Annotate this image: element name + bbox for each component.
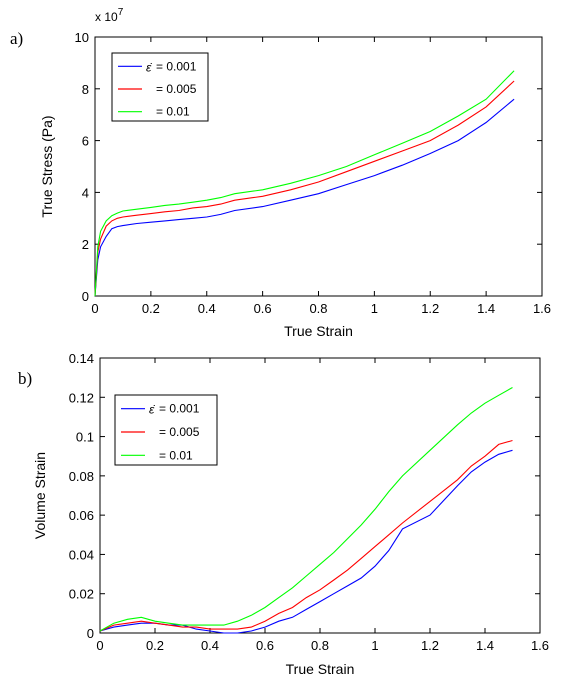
legend-strain-rate-symbol: ε̇ (149, 403, 155, 417)
y-exponent-power: 7 (118, 7, 124, 18)
y-axis-label: True Stress (Pa) (39, 115, 55, 217)
x-axis-label: True Strain (284, 323, 353, 339)
x-tick-label: 0.2 (146, 638, 164, 653)
legend-box (114, 394, 218, 466)
x-tick-label: 0.6 (254, 301, 272, 316)
x-tick-label: 1 (371, 301, 378, 316)
y-axis-label: Volume Strain (32, 452, 48, 539)
y-exponent-base: x 10 (95, 10, 118, 24)
x-tick-label: 0.8 (311, 638, 329, 653)
y-tick-label: 0.12 (69, 390, 94, 405)
x-tick-label: 1.4 (476, 638, 494, 653)
y-tick-label: 2 (82, 237, 89, 252)
x-tick-label: 1.2 (421, 301, 439, 316)
legend-entry-label: = 0.01 (156, 105, 190, 119)
legend-entry-label: = 0.001 (156, 59, 197, 73)
x-tick-label: 1.2 (421, 638, 439, 653)
x-tick-label: 0.4 (198, 301, 216, 316)
x-tick-label: 1.6 (533, 301, 551, 316)
x-tick-label: 0.4 (201, 638, 219, 653)
y-tick-label: 4 (82, 185, 89, 200)
x-tick-label: 0 (91, 301, 98, 316)
panel-label: a) (10, 29, 23, 48)
series-line-3 (94, 70, 515, 297)
series-line-1 (94, 98, 515, 297)
y-tick-label: 8 (82, 82, 89, 97)
x-tick-label: 0.6 (256, 638, 274, 653)
legend-entry-label: = 0.001 (159, 402, 200, 416)
legend-box (111, 52, 209, 122)
x-tick-label: 1.4 (477, 301, 495, 316)
legend-entry-label: = 0.005 (159, 425, 200, 439)
y-tick-label: 0 (82, 289, 89, 304)
x-tick-label: 0.8 (309, 301, 327, 316)
panel-label: b) (18, 369, 32, 388)
series-line-2 (94, 80, 515, 297)
y-tick-label: 10 (75, 30, 89, 45)
x-tick-label: 0 (96, 638, 103, 653)
x-tick-label: 1.6 (531, 638, 549, 653)
legend-entry-label: = 0.01 (159, 448, 193, 462)
y-tick-label: 0.02 (69, 587, 94, 602)
x-axis-label: True Strain (286, 661, 355, 677)
series-line-3 (99, 387, 513, 632)
y-tick-label: 6 (82, 134, 89, 149)
y-tick-label: 0.14 (69, 351, 94, 366)
legend-strain-rate-symbol: ε̇ (146, 60, 152, 74)
y-tick-label: 0.1 (76, 430, 94, 445)
y-tick-label: 0.04 (69, 547, 94, 562)
y-tick-label: 0.08 (69, 469, 94, 484)
legend-entry-label: = 0.005 (156, 82, 197, 96)
chart-panel-b: b) 0 0.2 0.4 0.6 0.8 1 1.2 1.4 1.6 0 0.02 0.04 0.06 0.… (18, 351, 549, 677)
y-exponent-label: x 107 (95, 7, 124, 24)
x-tick-label: 1 (371, 638, 378, 653)
y-tick-label: 0.06 (69, 508, 94, 523)
chart-panel-a: a) 0 0.2 0.4 0.6 0.8 1 1.2 1.4 1.6 0 2 4 6 8 10 x 107 Tru… (10, 7, 551, 339)
y-tick-label: 0 (87, 626, 94, 641)
x-tick-label: 0.2 (142, 301, 160, 316)
series-line-2 (99, 439, 513, 632)
